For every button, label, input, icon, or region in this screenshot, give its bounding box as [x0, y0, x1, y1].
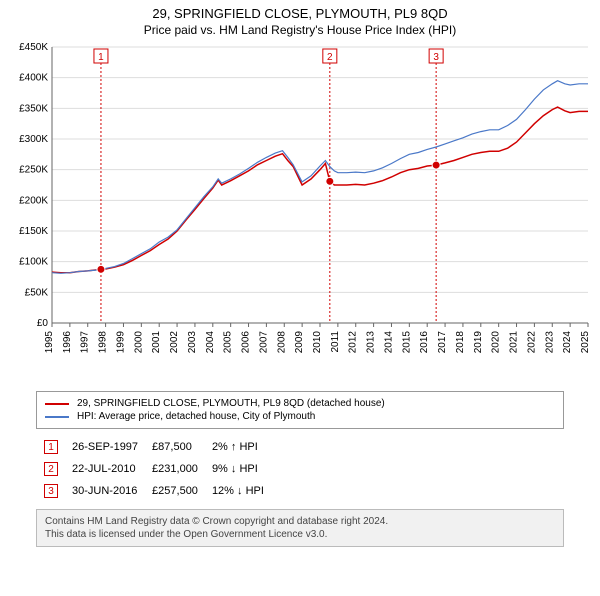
x-tick-label: 2023	[544, 331, 555, 354]
x-tick-label: 2024	[562, 331, 573, 354]
y-tick-label: £350K	[19, 103, 48, 114]
x-tick-label: 2025	[580, 331, 591, 354]
x-tick-label: 2008	[276, 331, 287, 354]
x-tick-label: 2000	[133, 331, 144, 354]
x-tick-label: 2001	[151, 331, 162, 354]
sale-date: 30-JUN-2016	[66, 481, 144, 501]
x-tick-label: 2017	[437, 331, 448, 354]
y-tick-label: £100K	[19, 257, 48, 268]
x-tick-label: 2018	[455, 331, 466, 354]
sales-row: 3 30-JUN-2016£257,50012% ↓ HPI	[38, 481, 270, 501]
sale-date: 22-JUL-2010	[66, 459, 144, 479]
legend-label: HPI: Average price, detached house, City…	[77, 411, 315, 422]
x-tick-label: 2010	[312, 331, 323, 354]
chart-subtitle: Price paid vs. HM Land Registry's House …	[0, 23, 600, 37]
series-price_paid	[52, 107, 588, 273]
x-tick-label: 2007	[258, 331, 269, 354]
x-tick-label: 1996	[62, 331, 73, 354]
sale-delta: 12% ↓ HPI	[206, 481, 270, 501]
legend-swatch	[45, 403, 69, 405]
sale-delta: 2% ↑ HPI	[206, 437, 270, 457]
x-tick-label: 1997	[80, 331, 91, 354]
sale-price: £257,500	[146, 481, 204, 501]
x-tick-label: 2022	[526, 331, 537, 354]
y-tick-label: £150K	[19, 226, 48, 237]
x-tick-label: 2020	[491, 331, 502, 354]
x-tick-label: 2012	[348, 331, 359, 354]
sale-n: 2	[38, 459, 64, 479]
sale-date: 26-SEP-1997	[66, 437, 144, 457]
sale-delta: 9% ↓ HPI	[206, 459, 270, 479]
chart-marker-badge: 3	[433, 52, 439, 63]
x-tick-label: 2002	[169, 331, 180, 354]
legend-item: 29, SPRINGFIELD CLOSE, PLYMOUTH, PL9 8QD…	[45, 398, 555, 409]
x-tick-label: 2004	[205, 331, 216, 354]
sale-price: £87,500	[146, 437, 204, 457]
marker-badge: 1	[44, 440, 58, 454]
legend-swatch	[45, 416, 69, 418]
legend: 29, SPRINGFIELD CLOSE, PLYMOUTH, PL9 8QD…	[36, 391, 564, 429]
sale-point	[326, 177, 334, 185]
attribution-line-1: Contains HM Land Registry data © Crown c…	[45, 515, 555, 528]
x-tick-label: 2003	[187, 331, 198, 354]
chart-area: £0 £50K £100K £150K £200K £250K £300K £350K £400…	[8, 43, 592, 383]
x-tick-label: 2016	[419, 331, 430, 354]
x-tick-label: 2009	[294, 331, 305, 354]
sale-point	[97, 265, 105, 273]
sales-row: 2 22-JUL-2010£231,0009% ↓ HPI	[38, 459, 270, 479]
y-tick-label: £0	[37, 318, 49, 329]
series-hpi	[52, 81, 588, 274]
x-tick-label: 2014	[383, 331, 394, 354]
chart-marker-badge: 1	[98, 52, 104, 63]
y-tick-label: £200K	[19, 195, 48, 206]
chart-title: 29, SPRINGFIELD CLOSE, PLYMOUTH, PL9 8QD	[0, 6, 600, 21]
attribution-line-2: This data is licensed under the Open Gov…	[45, 528, 555, 541]
sale-price: £231,000	[146, 459, 204, 479]
sale-point	[432, 161, 440, 169]
marker-badge: 3	[44, 484, 58, 498]
x-tick-label: 2011	[330, 331, 341, 353]
chart-marker-badge: 2	[327, 52, 333, 63]
x-tick-label: 2013	[366, 331, 377, 354]
sale-n: 1	[38, 437, 64, 457]
x-tick-label: 1995	[44, 331, 55, 354]
x-tick-label: 2021	[509, 331, 520, 354]
x-tick-label: 2006	[241, 331, 252, 354]
legend-item: HPI: Average price, detached house, City…	[45, 411, 555, 422]
y-tick-label: £400K	[19, 73, 48, 84]
y-tick-label: £250K	[19, 165, 48, 176]
line-chart: £0 £50K £100K £150K £200K £250K £300K £350K £400…	[8, 43, 592, 383]
y-tick-label: £50K	[25, 287, 49, 298]
x-tick-label: 2019	[473, 331, 484, 354]
legend-label: 29, SPRINGFIELD CLOSE, PLYMOUTH, PL9 8QD…	[77, 398, 385, 409]
sale-n: 3	[38, 481, 64, 501]
sales-table: 1 26-SEP-1997£87,5002% ↑ HPI 2 22-JUL-2010£…	[36, 435, 272, 503]
marker-badge: 2	[44, 462, 58, 476]
attribution-box: Contains HM Land Registry data © Crown c…	[36, 509, 564, 547]
x-tick-label: 1999	[115, 331, 126, 354]
x-tick-label: 2005	[223, 331, 234, 354]
sales-row: 1 26-SEP-1997£87,5002% ↑ HPI	[38, 437, 270, 457]
x-tick-label: 2015	[401, 331, 412, 354]
chart-container: 29, SPRINGFIELD CLOSE, PLYMOUTH, PL9 8QD…	[0, 6, 600, 596]
y-tick-label: £450K	[19, 43, 48, 53]
y-tick-label: £300K	[19, 134, 48, 145]
x-tick-label: 1998	[98, 331, 109, 354]
